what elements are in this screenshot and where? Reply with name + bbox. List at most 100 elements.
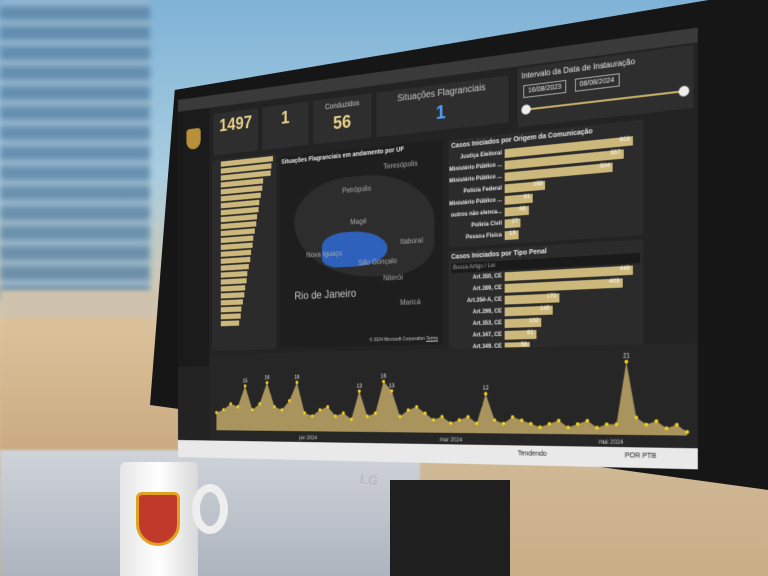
timeline-point[interactable] [303,411,306,415]
timeline-point[interactable] [520,418,524,423]
timeline-point[interactable] [357,389,361,393]
kpi-card: 1 [262,101,309,151]
uf-bar-chart [212,153,277,351]
timeline-point[interactable] [492,418,497,422]
uf-bar[interactable] [220,278,247,285]
slider-start-handle[interactable] [521,104,531,116]
timeline-tick-label: mai 2024 [599,439,624,446]
timeline-point[interactable] [295,380,299,385]
timeline-point[interactable] [475,421,479,426]
uf-bar[interactable] [220,285,246,292]
timeline-point[interactable] [614,422,619,427]
kpi-value: 1497 [219,112,252,136]
timeline-point[interactable] [644,422,649,427]
timeline-point[interactable] [288,399,291,403]
uf-bar[interactable] [220,306,242,313]
bar-label: Art.353, CE [472,320,502,328]
timeline-point[interactable] [674,422,679,427]
timeline-data-label: 16 [265,375,270,381]
timeline-point[interactable] [258,402,262,406]
bar: 27 [504,217,521,228]
monitor-brand-logo: LG [359,470,380,489]
timeline-point[interactable] [390,389,394,393]
timeline-point[interactable] [529,421,533,426]
kpi-card: 1497 [213,108,258,156]
timeline-point[interactable] [222,408,225,412]
timeline-point[interactable] [664,426,669,431]
bar: 91 [504,193,533,205]
start-date-input[interactable]: 16/08/2023 [523,79,567,99]
timeline-point[interactable] [273,405,276,409]
timeline-point[interactable] [326,405,330,409]
map-city-label: Magé [350,216,367,227]
timeline-point[interactable] [236,405,240,409]
timeline-point[interactable] [449,421,453,425]
timeline-point[interactable] [484,391,488,396]
timeline-point[interactable] [440,414,444,419]
slider-end-handle[interactable] [678,85,690,98]
timeline-point[interactable] [310,414,314,418]
timeline-point[interactable] [566,425,570,430]
timeline-point[interactable] [634,415,639,420]
taskbar-language[interactable]: POR PTB [624,452,657,461]
timeline-point[interactable] [547,422,552,426]
bar-label: Art.347, CE [472,331,502,339]
timeline-point[interactable] [341,411,345,415]
timeline-point[interactable] [229,402,233,406]
taskbar-news[interactable]: Tendendo [517,450,547,458]
timeline-point[interactable] [557,418,561,423]
timeline-point[interactable] [624,359,629,364]
bar-label: Art.289, CE [472,285,502,293]
end-date-input[interactable]: 08/08/2024 [574,73,620,92]
uf-bar[interactable] [220,263,249,271]
dashboard-screen: 1497 1 Conduzidos 56 Situações Flagrancia… [178,27,698,470]
timeline-point[interactable] [538,425,542,429]
timeline-point[interactable] [382,379,386,384]
timeline-point[interactable] [423,411,427,416]
map-terms-link[interactable]: Terms [426,335,439,342]
uf-bar[interactable] [220,256,251,264]
timeline-point[interactable] [243,384,247,388]
timeline-point[interactable] [334,414,337,418]
timeline-tick-label: mar 2024 [440,436,463,442]
map-panel: Situações Flagranciais em andamento por … [279,139,444,349]
timeline-point[interactable] [585,418,590,423]
timeline-point[interactable] [251,408,254,412]
timeline-point[interactable] [365,414,369,418]
timeline-point[interactable] [510,415,515,419]
police-badge-logo [186,127,201,151]
timeline-point[interactable] [501,421,506,426]
timeline-data-label: 16 [381,373,387,379]
timeline-point[interactable] [466,414,470,419]
timeline-point[interactable] [654,419,659,424]
timeline-point[interactable] [265,381,269,385]
uf-bar[interactable] [220,313,241,320]
bar-label: Art.354-A, CE [466,296,502,305]
timeline-point[interactable] [406,408,410,412]
timeline-point[interactable] [318,408,322,412]
bar: 145 [504,305,553,316]
uf-bar[interactable] [220,320,240,327]
uf-bar[interactable] [220,270,248,278]
timeline-point[interactable] [349,417,353,421]
bar: 102 [504,317,542,328]
timeline-point[interactable] [595,425,599,430]
uf-bar[interactable] [220,249,252,257]
timeline-point[interactable] [398,414,402,419]
timeline-point[interactable] [431,418,436,422]
timeline-point[interactable] [215,411,218,415]
timeline-point[interactable] [575,422,580,426]
uf-bar[interactable] [220,292,245,299]
timeline-point[interactable] [457,418,461,422]
map-city-label: Teresópolis [383,159,418,171]
kpi-card-conduzidos: Conduzidos 56 [313,93,372,145]
timeline-point[interactable] [280,408,284,412]
timeline-data-label: 13 [389,382,395,388]
map-city-label: Niterói [383,273,403,283]
timeline-point[interactable] [373,411,377,415]
timeline-point[interactable] [604,422,609,427]
bar-label: Pessoa Física [465,232,502,241]
timeline-point[interactable] [415,405,419,409]
bar-label: Art.350, CE [472,273,502,281]
uf-bar[interactable] [220,299,243,306]
